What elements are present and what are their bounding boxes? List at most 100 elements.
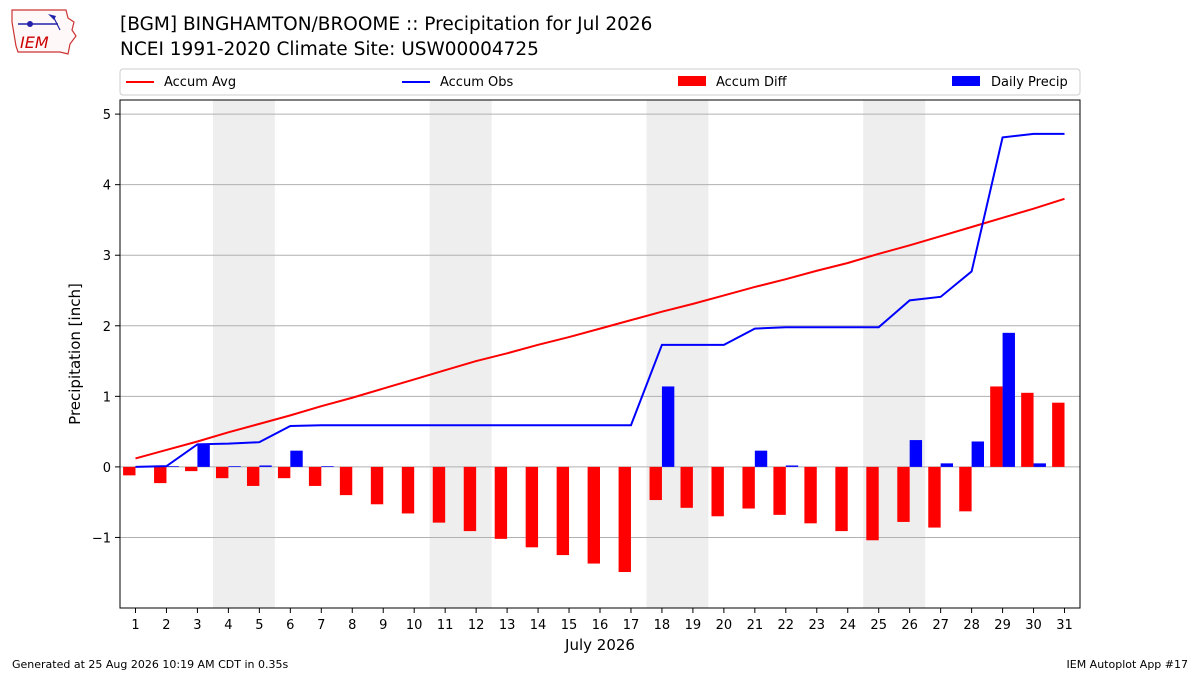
y-tick-label: −1 <box>92 531 111 546</box>
x-tick-label: 4 <box>224 618 232 633</box>
accum-diff-bar <box>123 466 136 476</box>
daily-precip-bar <box>259 465 272 467</box>
x-tick-label: 10 <box>406 618 423 633</box>
x-tick-label: 21 <box>747 618 764 633</box>
daily-precip-bar <box>785 465 799 467</box>
daily-precip-bar <box>940 463 954 467</box>
legend: Accum Avg Accum Obs Accum Diff Daily Precip <box>119 68 1081 96</box>
chart-title: [BGM] BINGHAMTON/BROOME :: Precipitation… <box>120 14 653 35</box>
accum-diff-bar <box>525 466 539 548</box>
x-tick-label: 16 <box>592 618 609 633</box>
accum-diff-bar <box>216 466 229 479</box>
daily-precip-bar <box>971 441 984 467</box>
weekend-shades <box>212 100 926 608</box>
x-axis: 1 2 3 4 5 6 7 8 9 10 11 12 13 14 15 16 17 18 19 20 21 22 23 24 2… <box>131 608 1073 633</box>
accum-diff-bar <box>432 466 446 523</box>
daily-precip-bar <box>197 445 210 467</box>
app-note: IEM Autoplot App #17 <box>1066 658 1189 671</box>
daily-precip-bar <box>661 386 675 467</box>
accum-diff-bar <box>866 466 879 541</box>
legend-frame <box>119 68 1081 96</box>
daily-precip-bar <box>754 450 768 467</box>
accum-diff-bar <box>1021 392 1034 467</box>
legend-label-accum-obs: Accum Obs <box>440 75 513 90</box>
accum-avg-line <box>135 197 1065 460</box>
daily-precip-bar <box>228 466 241 467</box>
y-tick-label: 2 <box>103 320 111 335</box>
weekend-shade <box>212 100 275 608</box>
generated-note: Generated at 25 Aug 2026 10:19 AM CDT in… <box>12 658 289 671</box>
x-tick-label: 1 <box>131 618 139 633</box>
daily-precip-bar <box>1002 332 1015 467</box>
x-tick-label: 6 <box>286 618 294 633</box>
accum-diff-bar <box>928 466 941 528</box>
accum-diff-bar <box>897 466 910 522</box>
chart-subtitle: NCEI 1991-2020 Climate Site: USW00004725 <box>120 39 539 60</box>
x-tick-label: 15 <box>561 618 578 633</box>
x-tick-label: 12 <box>468 618 485 633</box>
accum-diff-bar <box>185 466 198 472</box>
legend-label-accum-diff: Accum Diff <box>716 75 788 90</box>
daily-precip-bar <box>166 466 179 467</box>
x-tick-label: 31 <box>1056 618 1073 633</box>
logo-text: IEM <box>20 33 49 52</box>
x-tick-label: 3 <box>193 618 201 633</box>
series-lines <box>135 132 1065 468</box>
chart-title-block: [BGM] BINGHAMTON/BROOME :: Precipitation… <box>120 12 652 62</box>
x-tick-label: 29 <box>994 618 1011 633</box>
x-tick-label: 26 <box>901 618 918 633</box>
daily-precip-bar <box>1033 463 1046 467</box>
x-tick-label: 8 <box>348 618 356 633</box>
accum-diff-bar <box>587 466 600 564</box>
daily-precip-bar <box>909 440 923 467</box>
x-tick-label: 11 <box>437 618 454 633</box>
x-tick-label: 18 <box>654 618 671 633</box>
x-tick-label: 30 <box>1025 618 1042 633</box>
accum-diff-bar <box>339 466 353 496</box>
x-tick-label: 23 <box>809 618 826 633</box>
daily-precip-bar <box>321 466 334 467</box>
accum-diff-bar <box>680 466 693 508</box>
y-tick-label: 5 <box>103 108 111 123</box>
daily-precip-bar <box>290 450 303 467</box>
iem-logo: IEM <box>11 9 77 55</box>
x-tick-label: 22 <box>778 618 795 633</box>
y-axis: −1 0 1 2 3 4 5 <box>92 108 120 546</box>
y-tick-label: 3 <box>103 249 111 264</box>
accum-diff-bar <box>494 466 508 539</box>
y-axis-label: Precipitation [inch] <box>66 283 84 425</box>
x-tick-label: 17 <box>623 618 640 633</box>
weekend-shade <box>429 100 492 608</box>
accum-diff-bar <box>773 466 786 515</box>
x-tick-label: 20 <box>716 618 733 633</box>
legend-label-accum-avg: Accum Avg <box>164 75 236 90</box>
legend-swatch-accum-diff <box>678 76 706 86</box>
accum-diff-bar <box>959 466 972 512</box>
accum-obs-line <box>135 132 1065 468</box>
legend-label-daily-precip: Daily Precip <box>991 75 1068 90</box>
accum-diff-bar <box>1052 402 1065 467</box>
y-tick-label: 0 <box>103 461 111 476</box>
x-tick-label: 24 <box>839 618 856 633</box>
accum-diff-bar <box>246 466 260 486</box>
x-tick-label: 9 <box>379 618 387 633</box>
accum-diff-bar <box>649 466 662 501</box>
y-tick-label: 1 <box>103 390 111 405</box>
accum-diff-bar <box>463 466 477 532</box>
x-tick-label: 13 <box>499 618 516 633</box>
accum-diff-bar <box>742 466 755 509</box>
accum-diff-bar <box>154 466 167 484</box>
x-tick-label: 25 <box>870 618 887 633</box>
accum-diff-bar <box>618 466 631 573</box>
accum-diff-bar <box>990 386 1003 467</box>
x-tick-label: 19 <box>685 618 702 633</box>
legend-swatch-daily-precip <box>952 76 980 86</box>
x-tick-label: 7 <box>317 618 325 633</box>
accum-diff-bar <box>556 466 570 556</box>
y-tick-label: 4 <box>103 179 111 194</box>
x-axis-label: July 2026 <box>564 636 635 654</box>
accum-diff-bar <box>804 466 817 524</box>
x-tick-label: 2 <box>162 618 170 633</box>
x-tick-label: 27 <box>932 618 949 633</box>
